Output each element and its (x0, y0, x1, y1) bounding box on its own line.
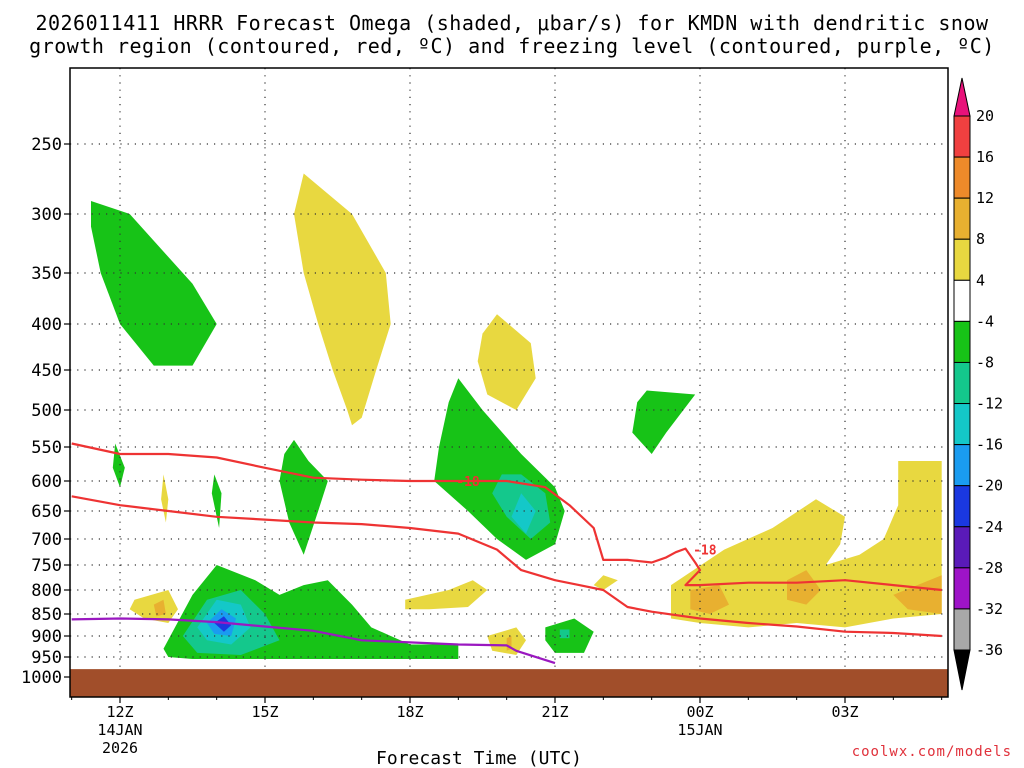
omega-region-10 (211, 474, 222, 528)
colorbar-label-4: 4 (976, 271, 985, 289)
surface-ground (70, 669, 948, 697)
contour-label-1: -18 (693, 544, 717, 559)
colorbar-label-12: -32 (976, 600, 1003, 618)
colorbar-label-5: -4 (976, 312, 994, 330)
xtick-label-00Z: 00Z (686, 703, 713, 721)
omega-region-18 (405, 580, 488, 610)
omega-region-16 (129, 590, 178, 623)
omega-shading-layer (91, 173, 942, 659)
ytick-label-800: 800 (31, 581, 62, 601)
colorbar-label-0: 20 (976, 107, 994, 125)
colorbar-box-2 (953, 197, 971, 240)
xtick-sub2-12Z: 2026 (102, 739, 138, 757)
colorbar-box-1 (953, 156, 971, 199)
ytick-label-250: 250 (31, 135, 62, 155)
ytick-label-450: 450 (31, 361, 62, 381)
omega-region-3 (632, 390, 696, 454)
line-dgz_top_-18C (71, 442, 942, 592)
contour-labels-layer: -18 -18 (456, 475, 716, 559)
omega-region-15 (214, 616, 232, 632)
colorbar-label-10: -24 (976, 518, 1003, 536)
ytick-label-500: 500 (31, 401, 62, 421)
colorbar-box-10 (953, 526, 971, 569)
colorbar-box-11 (953, 567, 971, 610)
omega-region-7 (279, 439, 328, 555)
xtick-label-18Z: 18Z (396, 703, 423, 721)
omega-region-1 (294, 173, 391, 426)
plot-frame (69, 67, 949, 698)
colorbar-box-4 (953, 279, 971, 322)
xtick-label-03Z: 03Z (831, 703, 858, 721)
contour-lines-layer (71, 442, 942, 665)
colorbar-box-9 (953, 485, 971, 528)
omega-region-2 (477, 314, 536, 410)
colorbar-label-8: -16 (976, 436, 1003, 454)
colorbar-label-6: -8 (976, 353, 994, 371)
omega-region-6 (511, 493, 536, 534)
omega-region-24 (671, 461, 942, 628)
colorbar-box-5 (953, 320, 971, 363)
ytick-label-950: 950 (31, 648, 62, 668)
omega-region-22 (559, 629, 570, 639)
line-freezing_level_0C (71, 617, 556, 665)
credit-text[interactable]: coolwx.com/models (851, 744, 1012, 760)
ytick-label-600: 600 (31, 472, 62, 492)
colorbar-box-12 (953, 608, 971, 651)
colorbar-arrow-bottom (953, 649, 971, 691)
colorbar-label-1: 16 (976, 148, 994, 166)
colorbar-label-2: 12 (976, 189, 994, 207)
xtick-label-12Z: 12Z (106, 703, 133, 721)
ytick-label-350: 350 (31, 264, 62, 284)
ytick-label-700: 700 (31, 530, 62, 550)
chart-title-line-2: growth region (contoured, red, ºC) and f… (29, 34, 995, 58)
ytick-label-550: 550 (31, 438, 62, 458)
x-axis-label: Forecast Time (UTC) (376, 748, 582, 768)
ytick-label-750: 750 (31, 556, 62, 576)
colorbar-label-9: -20 (976, 477, 1003, 495)
xtick-sub1-00Z: 15JAN (677, 721, 722, 739)
colorbar-arrow-top (953, 77, 971, 117)
omega-region-9 (161, 474, 169, 523)
colorbar-label-3: 8 (976, 230, 985, 248)
line-dgz_bottom_-12C (71, 495, 942, 638)
omega-region-8 (112, 443, 125, 488)
colorbar-box-7 (953, 403, 971, 446)
colorbar-label-11: -28 (976, 559, 1003, 577)
omega-region-27 (893, 575, 942, 614)
ytick-label-1000: 1000 (21, 668, 62, 688)
omega-region-17 (153, 599, 166, 617)
colorbar-box-8 (953, 444, 971, 487)
ytick-label-400: 400 (31, 315, 62, 335)
ytick-label-300: 300 (31, 205, 62, 225)
colorbar-box-3 (953, 238, 971, 281)
colorbar-label-7: -12 (976, 395, 1003, 413)
ytick-label-900: 900 (31, 627, 62, 647)
contour-label-0: -18 (456, 475, 480, 490)
ytick-label-850: 850 (31, 605, 62, 625)
colorbar-box-6 (953, 361, 971, 405)
omega-region-0 (91, 201, 217, 366)
ytick-label-650: 650 (31, 502, 62, 522)
y-axis-ticks: 2503003504004505005506006507007508008509… (21, 135, 70, 688)
omega-region-25 (690, 585, 729, 614)
chart-title-line-1: 2026011411 HRRR Forecast Omega (shaded, … (35, 11, 989, 35)
omega-region-19 (487, 627, 526, 655)
colorbar-label-13: -36 (976, 641, 1003, 659)
omega-region-26 (787, 570, 821, 605)
omega-region-23 (593, 575, 618, 590)
xtick-label-15Z: 15Z (251, 703, 278, 721)
colorbar: 20 16 12 8 4 -4 -8 -12 -16 -20 -24 -28 -32 -36 (953, 77, 1003, 691)
xtick-label-21Z: 21Z (541, 703, 568, 721)
colorbar-box-0 (953, 115, 971, 158)
xtick-sub1-12Z: 14JAN (97, 721, 142, 739)
